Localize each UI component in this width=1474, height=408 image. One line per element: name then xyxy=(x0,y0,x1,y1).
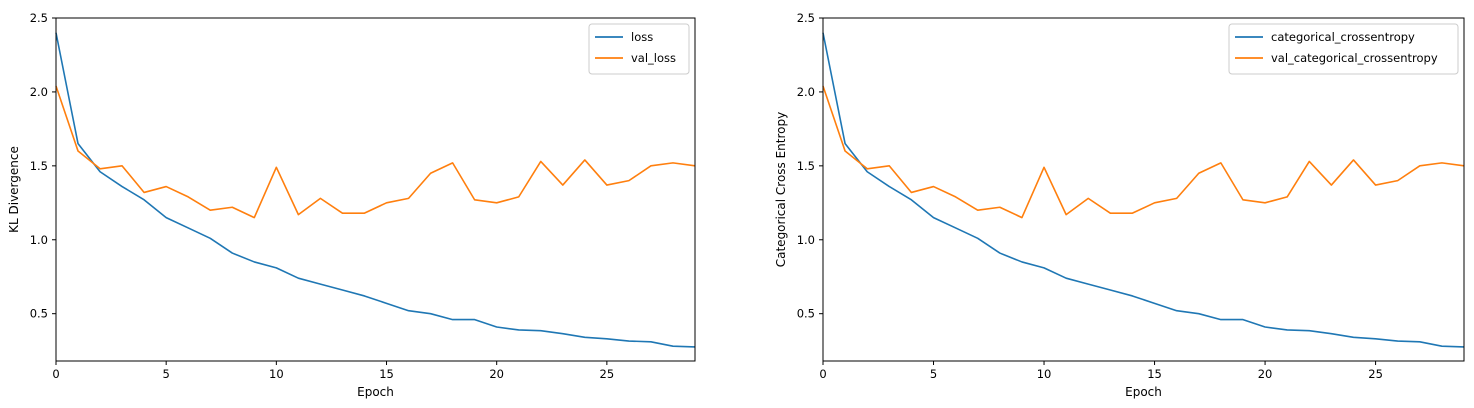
x-tick-label: 10 xyxy=(1037,367,1052,381)
legend-box xyxy=(1228,23,1459,75)
x-tick-label: 15 xyxy=(1147,367,1162,381)
x-tick-label: 20 xyxy=(489,367,504,381)
y-tick-label: 2.5 xyxy=(797,11,815,25)
legend: loss val_loss xyxy=(588,23,690,75)
y-tick-label: 2.0 xyxy=(797,85,815,99)
legend: categorical_crossentropy val_categorical_… xyxy=(1228,23,1459,75)
y-tick-label: 1.0 xyxy=(797,233,815,247)
kl-divergence-chart: 0 5 10 15 20 25 0.5 1.0 1.5 2.0 2.5 Epoch KL Diverge… xyxy=(7,11,696,399)
series-line-categorical-crossentropy xyxy=(822,32,1465,348)
legend-label: categorical_crossentropy xyxy=(1271,30,1415,44)
y-axis-label: Categorical Cross Entropy xyxy=(774,112,788,267)
x-tick-label: 0 xyxy=(52,367,59,381)
y-axis-label: KL Divergence xyxy=(7,146,21,233)
x-tick-label: 5 xyxy=(930,367,937,381)
plot-frame xyxy=(55,17,696,362)
plot-frame xyxy=(822,17,1465,362)
y-tick-label: 2.5 xyxy=(30,11,48,25)
x-tick-label: 15 xyxy=(379,367,394,381)
x-tick-label: 10 xyxy=(269,367,284,381)
series-line-loss xyxy=(55,32,696,348)
x-tick-label: 20 xyxy=(1258,367,1273,381)
y-tick-label: 1.0 xyxy=(30,233,48,247)
legend-label: val_loss xyxy=(631,51,676,65)
x-tick-label: 5 xyxy=(163,367,170,381)
x-tick-label: 25 xyxy=(600,367,615,381)
y-tick-label: 2.0 xyxy=(30,85,48,99)
y-tick-label: 1.5 xyxy=(30,159,48,173)
y-tick-label: 0.5 xyxy=(797,307,815,321)
cross-entropy-chart: 0 5 10 15 20 25 0.5 1.0 1.5 2.0 2.5 Epoch Categorica… xyxy=(774,11,1465,399)
x-tick-label: 0 xyxy=(819,367,826,381)
legend-label: loss xyxy=(631,30,653,44)
series-line-val-loss xyxy=(55,85,696,219)
series-line-val-categorical-crossentropy xyxy=(822,85,1465,219)
x-tick-label: 25 xyxy=(1368,367,1383,381)
y-tick-label: 1.5 xyxy=(797,159,815,173)
legend-label: val_categorical_crossentropy xyxy=(1271,51,1438,65)
y-tick-label: 0.5 xyxy=(30,307,48,321)
x-axis-label: Epoch xyxy=(1125,385,1162,399)
x-axis-label: Epoch xyxy=(357,385,394,399)
